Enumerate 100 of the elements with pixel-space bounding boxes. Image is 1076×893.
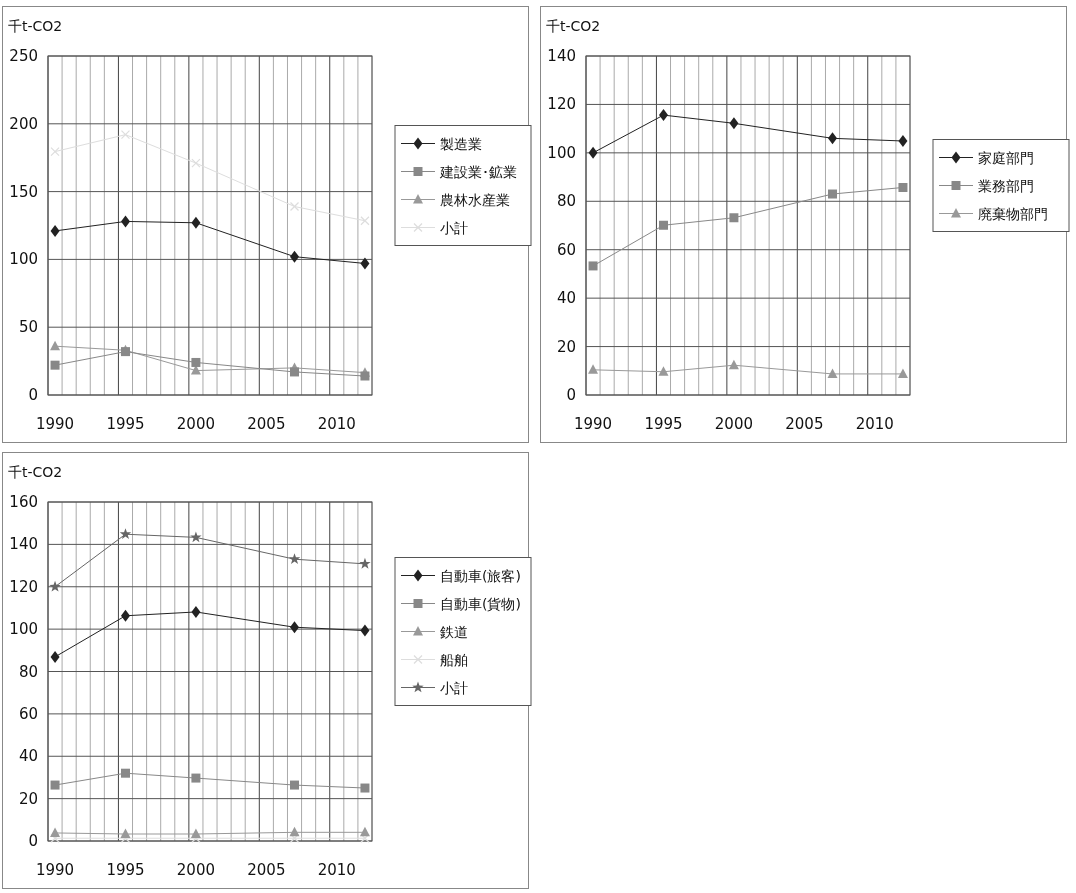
point	[119, 528, 132, 540]
y-tick-label: 20	[18, 789, 38, 808]
point	[50, 340, 61, 351]
point	[729, 117, 739, 130]
point	[191, 216, 201, 229]
legend-label: 建設業･鉱業	[439, 163, 517, 180]
point	[898, 134, 908, 147]
y-tick-label: 120	[9, 577, 38, 596]
point	[288, 553, 301, 565]
x-tick-label: 2005	[247, 861, 286, 879]
point	[360, 216, 370, 226]
point	[49, 580, 61, 592]
point	[827, 368, 838, 378]
x-tick-label: 1990	[35, 861, 75, 879]
legend-label: 鉄道	[440, 623, 468, 640]
y-tick-label: 0	[566, 386, 576, 404]
point	[289, 826, 300, 837]
point	[190, 828, 201, 839]
x-tick-label: 2000	[176, 861, 216, 879]
point	[658, 366, 669, 376]
point	[50, 360, 60, 370]
x-tick-label: 2005	[247, 415, 286, 433]
point	[50, 147, 60, 157]
point	[897, 368, 908, 378]
y-tick-label: 120	[547, 95, 576, 114]
point	[359, 826, 370, 837]
x-tick-label: 1990	[35, 415, 75, 433]
legend-label: 小計	[440, 219, 468, 236]
legend-label: 家庭部門	[978, 149, 1034, 166]
point	[360, 833, 370, 843]
point	[828, 132, 838, 145]
y-tick-label: 60	[556, 240, 576, 259]
point	[290, 780, 300, 790]
point	[120, 609, 130, 622]
point	[588, 261, 598, 271]
x-tick-label: 2010	[317, 861, 356, 879]
x-tick-label: 2005	[785, 415, 824, 433]
point	[290, 367, 300, 377]
y-tick-label: 40	[18, 747, 38, 766]
point	[588, 364, 599, 374]
point	[360, 257, 370, 270]
x-tick-label: 1995	[106, 861, 145, 879]
y-tick-label: 40	[556, 289, 576, 308]
legend-label: 廃棄物部門	[978, 205, 1048, 222]
y-tick-label: 250	[9, 47, 38, 65]
point	[588, 146, 598, 159]
point	[360, 624, 370, 637]
y-axis-title: 千t-CO2	[8, 18, 63, 34]
y-tick-label: 200	[9, 114, 38, 133]
legend-label: 農林水産業	[440, 191, 510, 208]
point	[191, 773, 201, 783]
point	[190, 531, 202, 543]
y-tick-label: 80	[18, 662, 38, 681]
x-tick-label: 2000	[176, 415, 216, 433]
legend-label: 製造業	[440, 135, 482, 152]
y-tick-label: 80	[556, 192, 576, 211]
point	[289, 833, 300, 843]
point	[658, 109, 668, 122]
point	[120, 130, 131, 140]
x-tick-label: 2010	[855, 415, 894, 433]
x-tick-label: 2000	[714, 415, 754, 433]
point	[658, 220, 668, 230]
point	[360, 783, 370, 793]
point	[359, 557, 371, 569]
x-tick-label: 1990	[573, 415, 613, 433]
point	[729, 213, 739, 223]
y-axis-title: 千t-CO2	[8, 464, 63, 480]
x-tick-label: 1995	[644, 415, 683, 433]
point	[290, 621, 300, 634]
y-tick-label: 0	[28, 832, 38, 850]
point	[360, 371, 370, 381]
point	[828, 189, 838, 199]
y-tick-label: 0	[28, 386, 38, 404]
point	[50, 224, 60, 237]
y-tick-label: 100	[547, 143, 576, 162]
point	[120, 215, 130, 228]
y-tick-label: 140	[9, 535, 38, 554]
point	[289, 201, 300, 212]
point	[120, 828, 131, 839]
x-tick-label: 1995	[106, 415, 145, 433]
point	[191, 357, 201, 367]
point	[120, 768, 130, 778]
y-tick-label: 50	[18, 318, 38, 337]
x-tick-label: 2010	[317, 415, 356, 433]
legend-label: 船舶	[440, 651, 468, 668]
point	[898, 182, 908, 192]
legend-label: 業務部門	[978, 177, 1034, 194]
legend-label: 自動車(貨物)	[440, 595, 521, 612]
y-tick-label: 100	[9, 250, 38, 269]
y-axis-title: 千t-CO2	[546, 18, 601, 34]
y-tick-label: 60	[18, 704, 38, 723]
y-tick-label: 140	[547, 47, 576, 65]
y-tick-label: 150	[9, 182, 38, 201]
point	[50, 827, 61, 837]
y-tick-label: 100	[9, 620, 38, 639]
point	[50, 650, 60, 663]
point	[50, 780, 60, 790]
point	[191, 605, 201, 618]
legend-label: 小計	[440, 679, 468, 696]
y-tick-label: 20	[556, 337, 576, 356]
